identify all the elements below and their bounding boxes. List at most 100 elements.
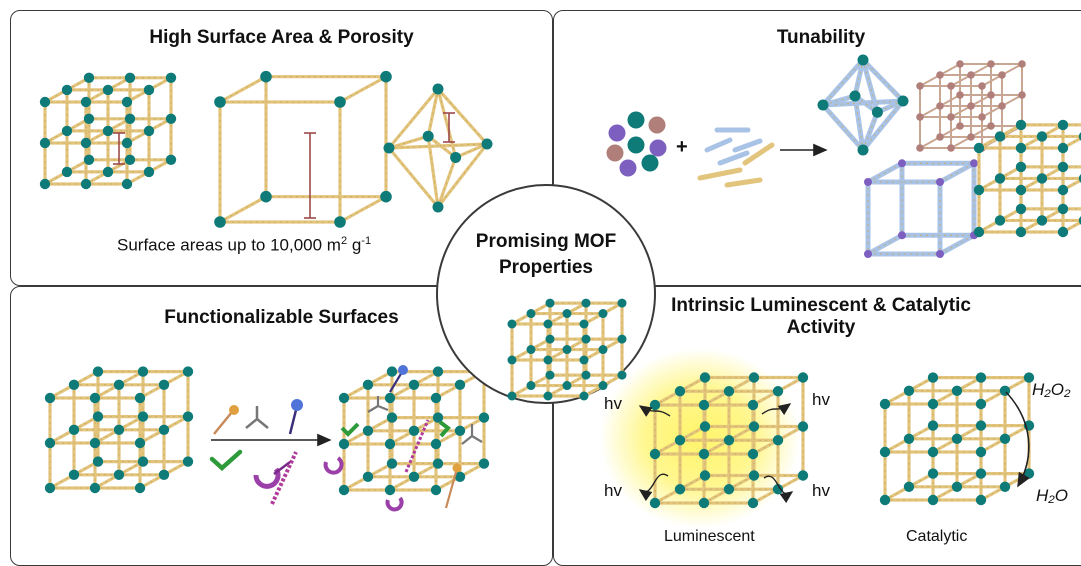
linker-detail <box>822 100 904 106</box>
metal-node <box>432 201 444 213</box>
metal-node <box>1015 119 1027 131</box>
pore-size-indicator <box>304 132 316 219</box>
linker-detail <box>1004 473 1030 488</box>
metal-node <box>978 113 986 121</box>
linker-detail <box>66 118 90 132</box>
linker-detail <box>49 474 75 489</box>
metal-node <box>967 71 975 79</box>
metal-node <box>44 482 56 494</box>
metal-node <box>951 433 963 444</box>
metal-node <box>80 178 92 190</box>
metal-node <box>68 379 80 390</box>
linker-detail <box>107 118 131 132</box>
linker-detail <box>163 371 189 386</box>
linker-detail <box>339 76 387 103</box>
linker-detail <box>427 88 439 137</box>
metal-node <box>999 433 1011 444</box>
metal-node <box>956 91 964 99</box>
linker-detail <box>85 89 109 103</box>
metal-node <box>1057 161 1069 173</box>
linker-detail <box>437 157 457 208</box>
linker-detail <box>437 88 488 145</box>
crescent-stick <box>273 461 291 475</box>
metal-node <box>80 96 92 108</box>
metal-node <box>947 144 955 152</box>
metal-node <box>165 154 177 165</box>
metal-node <box>83 113 95 125</box>
linker-detail <box>980 390 1006 405</box>
metal-node <box>338 438 350 450</box>
metal-node <box>338 392 350 404</box>
metal-node <box>124 154 136 165</box>
light-emission-arrow <box>763 475 794 504</box>
metal-ion <box>648 116 666 134</box>
linker-detail <box>459 463 485 478</box>
metal-node <box>999 481 1011 492</box>
metal-node <box>334 216 346 228</box>
metal-node <box>748 372 760 383</box>
catalytic-label: Catalytic <box>906 528 968 545</box>
linker-detail <box>44 130 68 144</box>
metal-node <box>260 190 272 203</box>
metal-node <box>970 159 978 168</box>
linker <box>860 57 906 104</box>
metal-node <box>89 392 101 404</box>
metal-node <box>998 102 1006 110</box>
linker-detail <box>413 371 439 386</box>
metal-node <box>386 366 398 377</box>
linker-detail <box>49 384 75 399</box>
metal-node <box>408 425 420 436</box>
lattice-cube <box>39 72 177 190</box>
metal-node <box>817 99 829 111</box>
amine-stick <box>213 411 233 435</box>
linker-detail <box>459 371 485 386</box>
metal-node <box>898 159 906 168</box>
metal-node <box>143 84 155 96</box>
metal-node <box>214 96 226 108</box>
metal-node <box>478 458 490 469</box>
linker-detail <box>970 125 992 138</box>
linker-detail <box>126 89 150 103</box>
linker-detail <box>94 474 120 489</box>
light-emission-arrow <box>638 473 669 502</box>
linker-detail <box>148 118 172 132</box>
linker-detail <box>877 100 904 113</box>
large-pore-cube <box>214 70 392 228</box>
linker <box>426 134 440 209</box>
linker-detail <box>44 89 68 103</box>
linker-detail <box>932 486 958 501</box>
metal-node <box>975 468 987 479</box>
metal-node <box>334 96 346 108</box>
metal-node <box>797 470 809 481</box>
linker-detail <box>884 390 910 405</box>
metal-node <box>384 392 396 404</box>
metal-node <box>698 399 710 411</box>
emission-arrows <box>638 403 794 504</box>
metal-node <box>134 437 146 449</box>
metal-node <box>674 484 686 495</box>
linker-detail <box>148 77 172 91</box>
metal-node <box>83 72 95 84</box>
linker <box>454 142 489 160</box>
panel-title-functionalizable: Functionalizable Surfaces <box>164 307 399 328</box>
metal-node <box>182 411 194 422</box>
surface-check <box>340 422 360 437</box>
linker-detail <box>862 112 878 151</box>
linker-detail <box>908 425 934 440</box>
linker-detail <box>970 94 992 107</box>
metal-node <box>1057 119 1069 131</box>
metal-node <box>975 494 987 506</box>
metal-node <box>936 250 944 258</box>
metal-node <box>723 484 735 495</box>
plus-sign: + <box>676 136 688 158</box>
metal-node <box>158 424 170 435</box>
metal-node <box>951 385 963 396</box>
metal-node <box>362 379 374 390</box>
surface-tripod <box>367 396 389 413</box>
center-title-line2: Properties <box>499 257 593 278</box>
linker-detail <box>85 130 109 144</box>
metal-node <box>1015 142 1027 154</box>
linker-detail <box>139 429 165 444</box>
linker-detail <box>367 463 393 478</box>
